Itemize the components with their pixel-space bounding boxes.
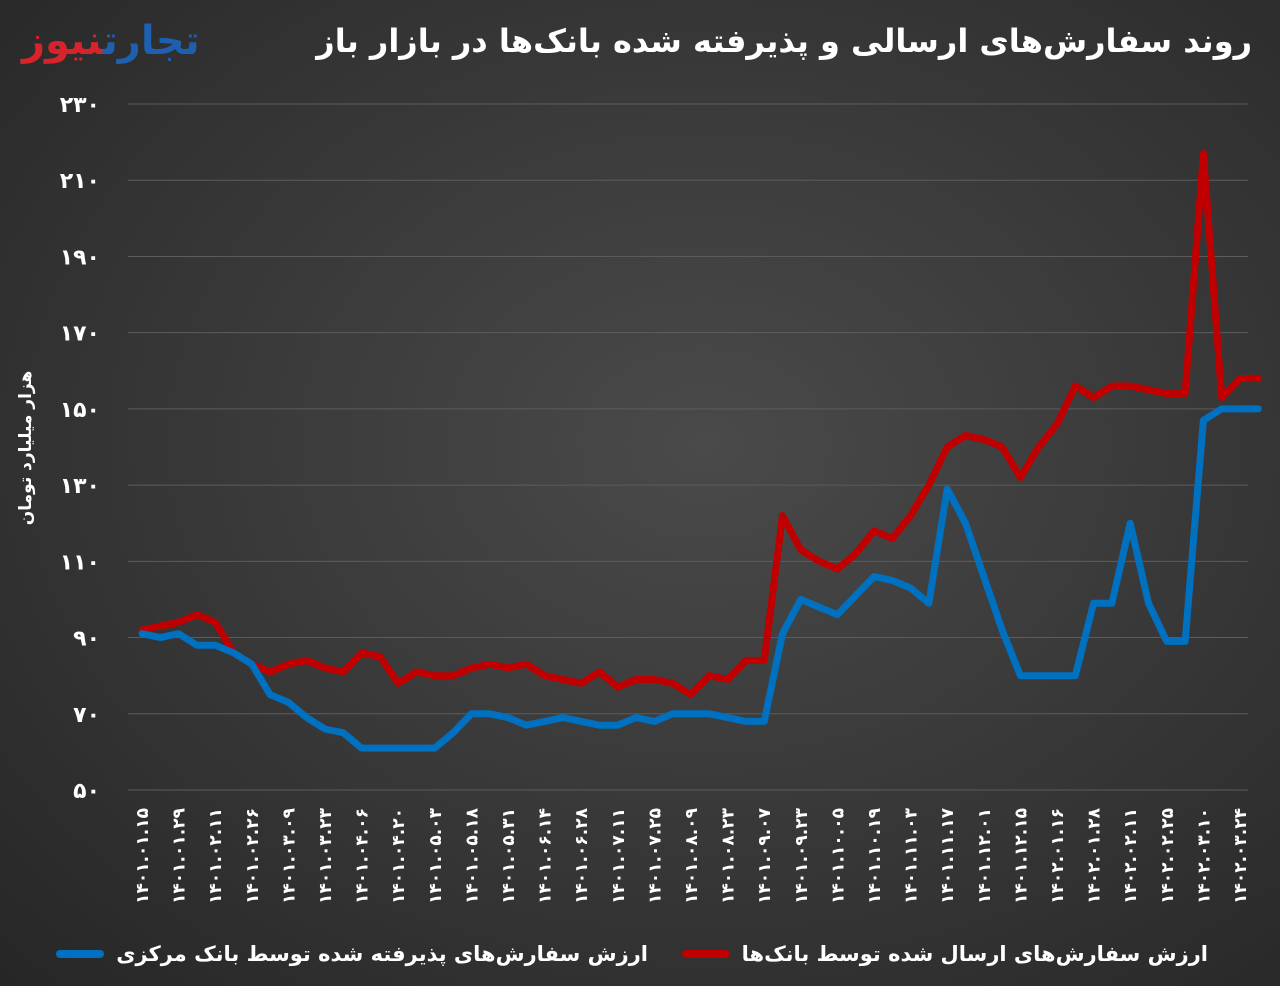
x-tick-label: ۱۴۰۲.۰۱.۲۸ <box>1085 807 1105 904</box>
legend-label-red: ارزش سفارش‌های ارسال شده توسط بانک‌ها <box>741 942 1208 966</box>
y-axis-label: هزار میلیارد تومان <box>16 370 36 526</box>
x-tick-label: ۱۴۰۱.۰۸.۲۳ <box>719 807 739 904</box>
series-line-red <box>138 150 1262 699</box>
x-tick-label: ۱۴۰۱.۰۲.۱۱ <box>206 808 226 904</box>
x-tick-label: ۱۴۰۱.۰۲.۲۶ <box>243 808 263 904</box>
x-tick-label: ۱۴۰۲.۰۱.۱۶ <box>1048 808 1068 904</box>
y-tick-label: ۲۱۰ <box>60 169 100 194</box>
y-tick-label: ۱۵۰ <box>60 398 100 423</box>
x-axis-tick-labels: ۱۴۰۱.۰۱.۱۵ ۱۴۰۱.۰۱.۲۹ ۱۴۰۱.۰۲.۱۱ ۱۴۰۱.۰۲.۲۶… <box>133 807 1251 904</box>
y-tick-label: ۱۷۰ <box>60 322 100 347</box>
y-tick-label: ۲۳۰ <box>60 93 100 118</box>
x-tick-label: ۱۴۰۱.۱۰.۱۹ <box>865 807 885 904</box>
legend-item-blue: ارزش سفارش‌های پذیرفته شده توسط بانک مرک… <box>56 936 648 972</box>
logo-part-1: تجارت <box>102 18 201 64</box>
y-tick-label: ۱۳۰ <box>60 474 100 499</box>
y-tick-label: ۱۱۰ <box>60 550 100 575</box>
x-tick-label: ۱۴۰۱.۰۸.۰۹ <box>682 807 702 904</box>
y-tick-label: ۷۰ <box>73 703 100 728</box>
x-tick-label: ۱۴۰۱.۰۶.۲۸ <box>572 807 592 904</box>
y-tick-label: ۵۰ <box>73 779 100 804</box>
brand-logo: تجارتنیوز <box>22 18 201 64</box>
x-tick-label: ۱۴۰۱.۰۵.۳۱ <box>499 808 519 904</box>
x-tick-label: ۱۴۰۱.۰۷.۱۱ <box>609 808 629 904</box>
y-tick-label: ۱۹۰ <box>60 245 100 270</box>
x-tick-label: ۱۴۰۲.۰۲.۱۱ <box>1121 808 1141 904</box>
logo-part-2: نیوز <box>22 18 104 64</box>
x-tick-label: ۱۴۰۱.۱۲.۱۵ <box>1011 808 1031 904</box>
x-tick-label: ۱۴۰۱.۰۱.۲۹ <box>170 807 190 904</box>
x-tick-label: ۱۴۰۱.۰۳.۰۹ <box>279 807 299 904</box>
x-tick-label: ۱۴۰۲.۰۳.۲۴ <box>1231 808 1251 904</box>
x-tick-label: ۱۴۰۲.۰۳.۱۰ <box>1194 808 1214 904</box>
x-tick-label: ۱۴۰۱.۰۵.۰۳ <box>426 807 446 904</box>
x-tick-label: ۱۴۰۱.۰۱.۱۵ <box>133 808 153 904</box>
x-tick-label: ۱۴۰۱.۰۷.۲۵ <box>645 808 665 904</box>
legend-swatch-red <box>681 950 730 958</box>
series-lines <box>138 150 1262 752</box>
x-tick-label: ۱۴۰۱.۱۱.۱۷ <box>938 807 958 904</box>
y-tick-label: ۹۰ <box>73 627 100 652</box>
x-tick-label: ۱۴۰۱.۰۵.۱۸ <box>462 807 482 904</box>
x-tick-label: ۱۴۰۱.۱۱.۰۳ <box>902 807 922 904</box>
gridlines <box>128 103 1248 791</box>
x-tick-label: ۱۴۰۱.۰۹.۲۳ <box>792 807 812 904</box>
x-tick-label: ۱۴۰۱.۰۶.۱۴ <box>536 808 556 904</box>
x-tick-label: ۱۴۰۱.۰۹.۰۷ <box>755 807 775 904</box>
x-tick-label: ۱۴۰۱.۰۳.۲۳ <box>316 807 336 904</box>
legend-label-blue: ارزش سفارش‌های پذیرفته شده توسط بانک مرک… <box>116 942 648 966</box>
x-tick-label: ۱۴۰۱.۰۴.۲۰ <box>389 808 409 904</box>
y-axis-tick-labels: ۵۰ ۷۰ ۹۰ ۱۱۰ ۱۳۰ ۱۵۰ ۱۷۰ ۱۹۰ ۲۱۰ ۲۳۰ <box>60 93 100 804</box>
x-tick-label: ۱۴۰۱.۰۴.۰۶ <box>353 808 373 904</box>
x-tick-label: ۱۴۰۱.۱۰.۰۵ <box>828 808 848 904</box>
legend: ارزش سفارش‌های ارسال شده توسط بانک‌ها ار… <box>0 936 1280 976</box>
legend-swatch-blue <box>56 950 105 958</box>
chart-title: روند سفارش‌های ارسالی و پذیرفته شده بانک… <box>316 22 1252 60</box>
x-tick-label: ۱۴۰۲.۰۲.۲۵ <box>1158 808 1178 904</box>
legend-item-red: ارزش سفارش‌های ارسال شده توسط بانک‌ها <box>681 936 1208 972</box>
series-line-blue <box>138 405 1262 752</box>
x-tick-label: ۱۴۰۱.۱۲.۰۱ <box>975 808 995 904</box>
